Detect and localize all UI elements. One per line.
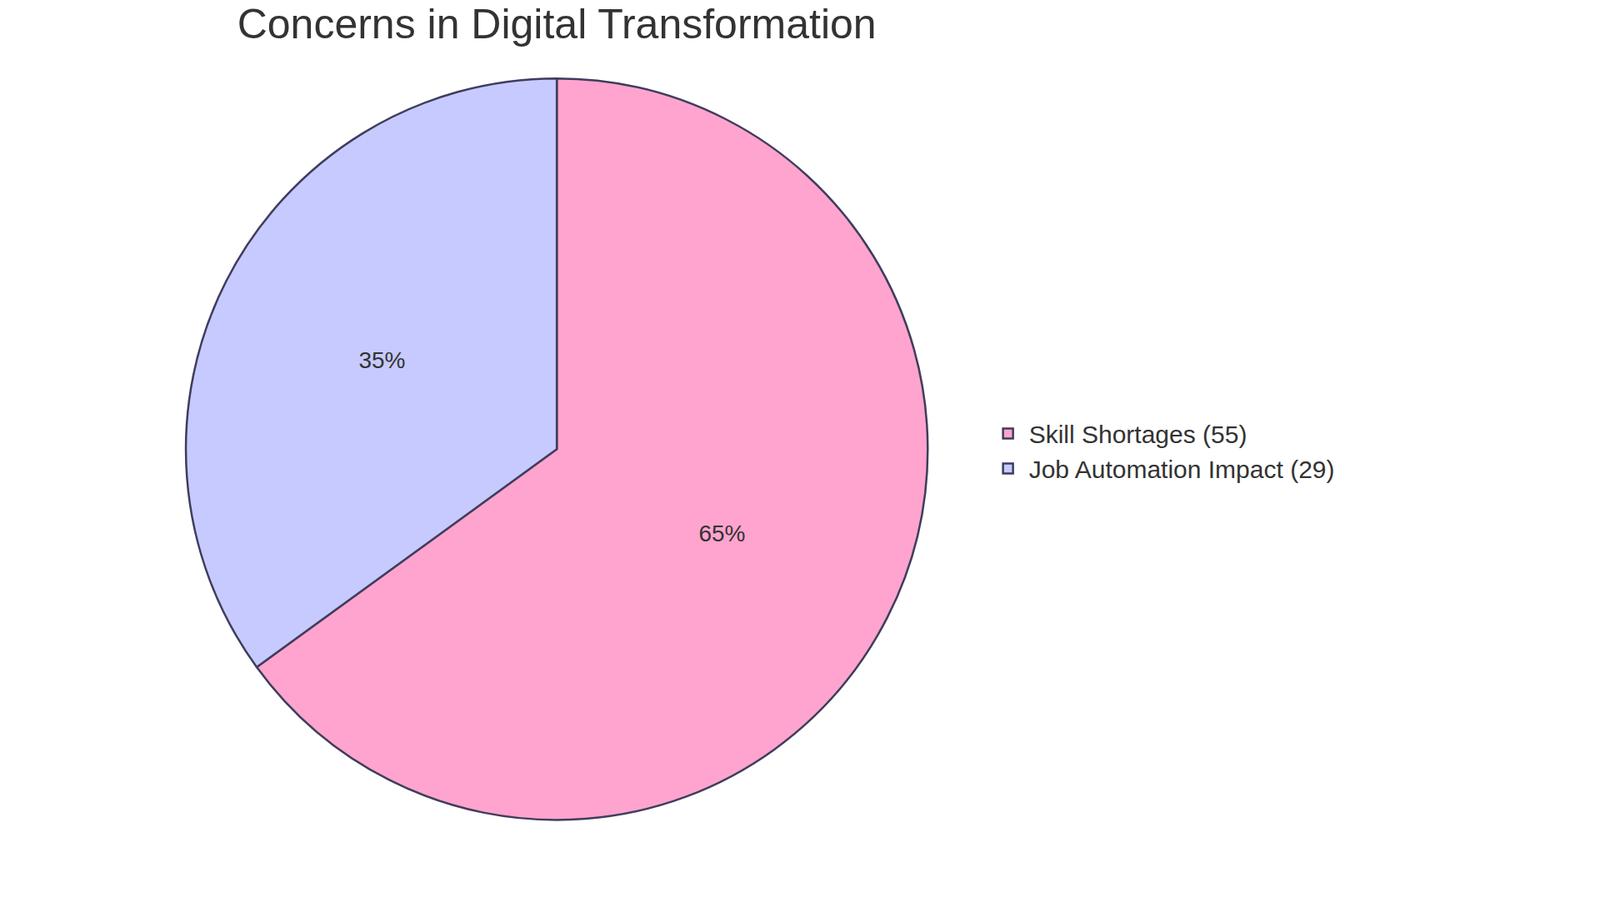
- svg-text:35%: 35%: [358, 347, 405, 374]
- svg-text:Concerns in Digital Transforma: Concerns in Digital Transformation: [237, 0, 877, 48]
- svg-text:65%: 65%: [698, 520, 745, 547]
- svg-text:Job Automation Impact (29): Job Automation Impact (29): [1029, 455, 1335, 484]
- svg-text:Skill Shortages (55): Skill Shortages (55): [1029, 420, 1248, 449]
